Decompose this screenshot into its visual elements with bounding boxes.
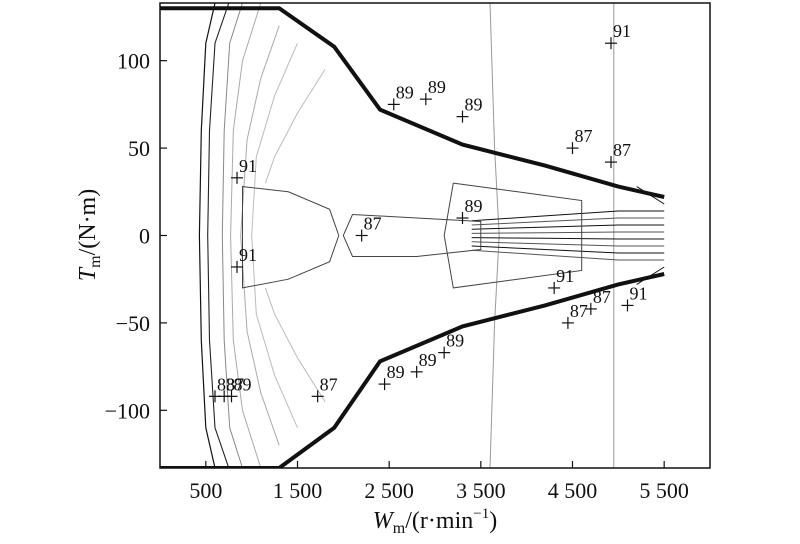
annotation-label: 89 [419,350,437,370]
y-tick-label: 50 [128,136,150,161]
background-contour-line [207,3,230,468]
background-contours [198,3,665,468]
y-axis-label: Tm/(N·m) [75,189,104,281]
annotation-label: 87 [575,126,593,146]
annotation-label: 89 [428,77,446,97]
y-tick-label: −100 [105,398,150,423]
annotation-label: 91 [239,156,257,176]
y-tick-label: 0 [139,224,150,249]
background-contour-line [471,237,665,240]
y-tick-label: −50 [116,311,150,336]
y-axis-ticks: 100 50 0 −50 −100 [105,49,167,423]
background-contour-line [471,210,665,222]
annotation-label: 89 [396,82,414,102]
background-contour-line [221,3,243,468]
annotation-label: 87 [593,287,611,307]
x-axis-label: Wm/(r·min−1) [373,506,497,537]
x-axis-ticks: 500 1 500 2 500 3 500 4 500 5 500 [189,461,689,503]
annotation-label: 89 [465,95,483,115]
annotation-label: 89 [465,196,483,216]
annotation-label: 87 [570,301,588,321]
upper-torque-envelope [160,6,665,199]
background-contour-line [471,249,665,261]
background-contour-line [264,69,326,184]
max-torque-envelope [160,6,665,468]
contour-91 [443,182,583,289]
background-contour-line [471,224,665,230]
x-tick-label: 5 500 [639,478,689,503]
annotation-label: 89 [387,362,405,382]
contour-87 [242,186,340,289]
annotation-label: 87 [364,214,382,234]
annotation-label: 87 [320,374,338,394]
background-contour-line [471,241,665,247]
contour-89 [342,214,482,257]
background-contour-line [264,287,326,402]
x-tick-label: 3 500 [456,478,506,503]
annotation-label: 91 [613,21,631,41]
annotation-label: 89 [446,331,464,351]
annotation-label: 91 [630,283,648,303]
background-contour-line [251,43,298,428]
annotation-label: 91 [556,266,574,286]
background-contour-line [230,3,262,468]
x-tick-label: 2 500 [364,478,414,503]
annotation-label: 91 [239,245,257,265]
x-tick-label: 500 [189,478,222,503]
x-tick-label: 4 500 [548,478,598,503]
annotation-label: 83 [217,374,235,394]
background-contour-line [198,3,216,468]
annotation-label: 87 [226,374,244,394]
background-contour-line [240,25,280,446]
background-contour-line [489,3,500,468]
y-tick-label: 100 [117,49,150,74]
annotation-label: 87 [613,140,631,160]
background-contour-line [471,231,665,234]
efficiency-contours [242,182,583,289]
x-tick-label: 1 500 [273,478,323,503]
annotation-label: 89 [234,374,252,394]
lower-torque-envelope [160,272,665,468]
